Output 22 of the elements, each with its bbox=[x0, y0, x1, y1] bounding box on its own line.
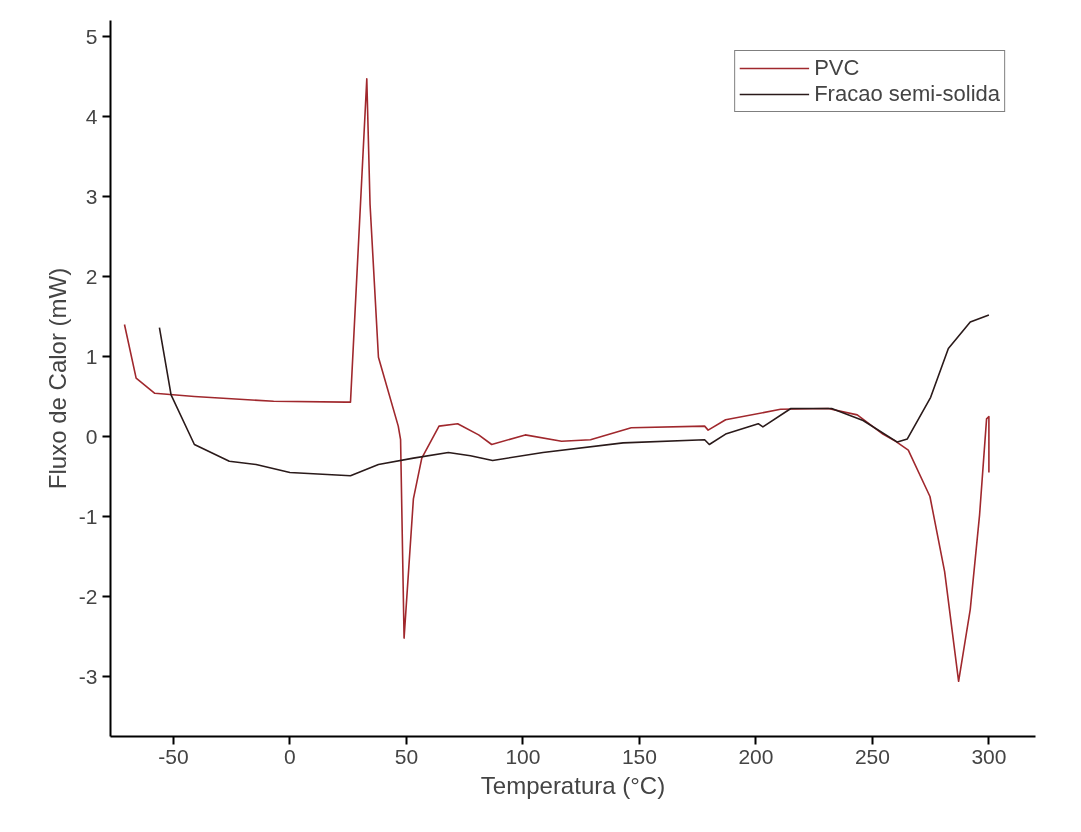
y-tick-label: 3 bbox=[85, 184, 98, 208]
x-tick-label: 50 bbox=[394, 744, 419, 768]
legend-label: PVC bbox=[814, 55, 860, 81]
x-tick-label: 200 bbox=[738, 744, 774, 768]
x-axis-title: Temperatura (°C) bbox=[480, 771, 666, 799]
x-tick-label: 100 bbox=[505, 744, 541, 768]
y-tick-label: -3 bbox=[78, 664, 98, 688]
y-tick-label: -1 bbox=[78, 504, 98, 528]
y-tick-label: 2 bbox=[85, 264, 98, 288]
y-axis-title: Fluxo de Calor (mW) bbox=[43, 267, 71, 490]
y-tick-label: 0 bbox=[85, 424, 98, 448]
x-tick-label: -50 bbox=[158, 744, 189, 768]
y-tick-label: 5 bbox=[85, 24, 98, 48]
y-tick-label: -2 bbox=[78, 584, 98, 608]
line-series bbox=[158, 314, 990, 477]
y-tick-label: 4 bbox=[85, 104, 98, 128]
x-tick-label: 0 bbox=[284, 744, 296, 768]
legend-label: Fracao semi-solida bbox=[814, 81, 1000, 107]
x-tick-label: 250 bbox=[854, 744, 890, 768]
y-tick-label: 1 bbox=[85, 344, 98, 368]
x-tick-label: 150 bbox=[621, 744, 657, 768]
x-tick-label: 300 bbox=[971, 744, 1007, 768]
